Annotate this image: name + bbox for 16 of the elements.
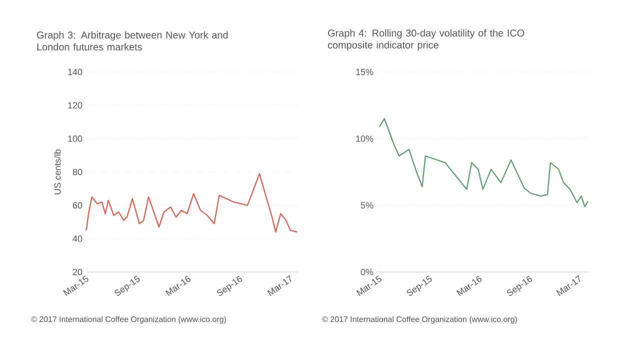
y-tick-label: 5%	[360, 202, 374, 208]
chart-title: Graph 4: Rolling 30-day volatility of the ICO composite indicator price	[328, 29, 524, 50]
y-tick-label: 60	[72, 202, 82, 209]
y-tick-label: 15%	[356, 68, 374, 76]
y-axis-title: US cents/lb	[54, 149, 61, 194]
y-tick-label: 10%	[356, 135, 374, 142]
y-tick-label: 40	[72, 235, 82, 242]
y-tick-label: 120	[68, 102, 82, 109]
y-tick-label: 0%	[360, 268, 374, 276]
y-tick-label: 100	[68, 135, 82, 142]
chart-title: Graph 3: Arbitrage between New York and London futures markets	[37, 31, 228, 50]
line-series	[86, 173, 298, 233]
line-series	[378, 118, 589, 208]
y-tick-label: 140	[68, 68, 82, 76]
y-tick-label: 20	[72, 268, 82, 276]
y-tick-label: 80	[72, 168, 82, 176]
